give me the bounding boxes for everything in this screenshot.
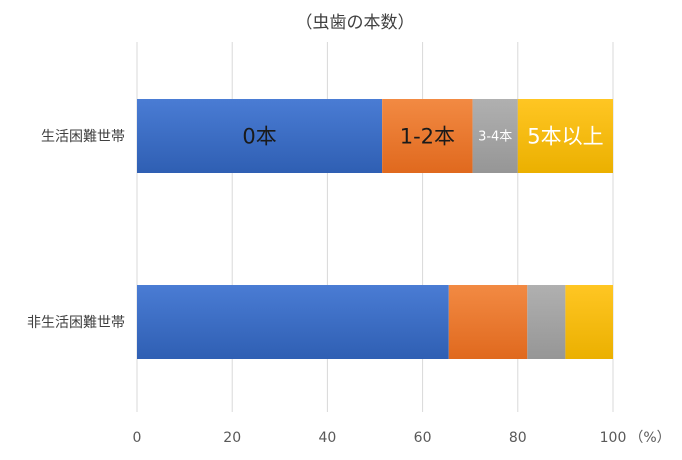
x-tick-label: 60 (414, 430, 432, 446)
data-label: 3-4本 (478, 130, 512, 145)
bar-segment (137, 285, 449, 359)
category-label: 非生活困難世帯 (27, 315, 125, 331)
bar-segment (448, 285, 528, 359)
bar-segment (382, 99, 473, 173)
x-tick-label: 20 (223, 430, 241, 446)
x-axis-unit-label: （%） (629, 430, 670, 446)
chart-title: （虫歯の本数） (296, 13, 415, 33)
data-label: 0本 (242, 125, 276, 149)
x-tick-label: 80 (509, 430, 527, 446)
category-label: 生活困難世帯 (41, 129, 125, 145)
bar-segment (565, 285, 613, 359)
bar-segment (527, 285, 566, 359)
x-axis-ticks: 0 20 40 60 80 100 (133, 430, 627, 446)
data-labels: 0本 1-2本 3-4本 5本以上 (242, 125, 603, 149)
bar-segment (517, 99, 613, 173)
x-tick-label: 40 (318, 430, 336, 446)
data-label: 1-2本 (400, 125, 455, 149)
data-label: 5本以上 (527, 125, 603, 149)
bars (137, 99, 613, 359)
x-tick-label: 100 (600, 430, 627, 446)
x-tick-label: 0 (133, 430, 142, 446)
bar-segment (472, 99, 518, 173)
bar-segment (137, 99, 383, 173)
